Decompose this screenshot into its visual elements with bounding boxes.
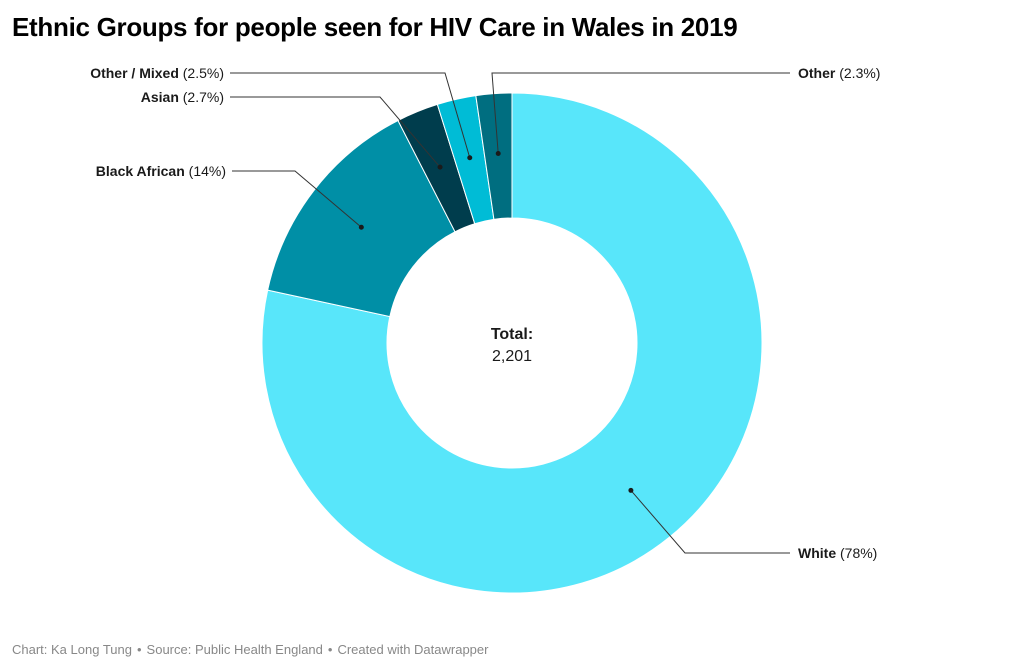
center-total-value: 2,201 <box>492 348 532 365</box>
chart-footer: Chart: Ka Long Tung • Source: Public Healt… <box>12 642 488 657</box>
leader-line-asian <box>230 96 441 168</box>
slice-other <box>475 92 513 220</box>
leader-dot-other-mixed <box>467 155 473 161</box>
slice-label-asian: Asian (2.7%) <box>141 89 224 105</box>
slice-label-value: (78%) <box>836 545 877 561</box>
slice-labels: White (78%) Black African (14%) Asian (2.7… <box>90 65 880 561</box>
leader-line-other <box>491 72 790 154</box>
slice-white <box>261 92 763 594</box>
slice-label-other-mixed: Other / Mixed (2.5%) <box>90 65 224 81</box>
slice-label-value: (2.3%) <box>835 65 880 81</box>
leader-dot-black-african <box>358 224 364 230</box>
chart-title: Ethnic Groups for people seen for HIV Ca… <box>12 12 738 42</box>
slice-label-black-african: Black African (14%) <box>96 163 226 179</box>
footer-tool: Created with Datawrapper <box>337 642 489 657</box>
slice-label-name: Other <box>798 65 836 81</box>
slice-black-african <box>267 119 456 318</box>
leader-dot-other <box>495 151 501 157</box>
slice-label-value: (2.5%) <box>179 65 224 81</box>
leader-line-white <box>630 490 790 554</box>
center-total-title: Total: <box>491 326 533 343</box>
slice-label-value: (14%) <box>185 163 226 179</box>
slice-label-value: (2.7%) <box>179 89 224 105</box>
leader-dot-white <box>628 487 634 493</box>
leader-dot-asian <box>437 164 443 170</box>
leader-line-other-mixed <box>230 72 471 158</box>
footer-separator: • <box>327 642 333 657</box>
label-leader-lines <box>230 72 790 554</box>
footer-separator: • <box>136 642 142 657</box>
slice-label-white: White (78%) <box>798 545 877 561</box>
donut-chart: White (78%) Black African (14%) Asian (2.7… <box>90 65 880 594</box>
slice-label-name: Black African <box>96 163 185 179</box>
donut-slices <box>261 92 763 594</box>
slice-label-name: Asian <box>141 89 179 105</box>
footer-source: Source: Public Health England <box>146 642 323 657</box>
slice-label-name: Other / Mixed <box>90 65 179 81</box>
leader-line-black-african <box>232 170 362 228</box>
slice-label-name: White <box>798 545 836 561</box>
slice-label-other: Other (2.3%) <box>798 65 880 81</box>
footer-chart-credit: Chart: Ka Long Tung <box>12 642 132 657</box>
